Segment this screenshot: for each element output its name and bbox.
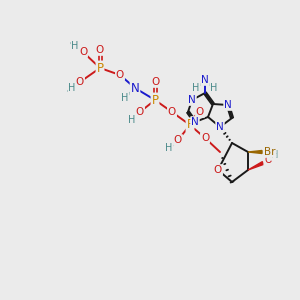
Text: O: O	[214, 165, 222, 175]
Text: O: O	[201, 133, 209, 143]
Text: H: H	[121, 93, 129, 103]
Text: P: P	[97, 61, 104, 74]
Text: O: O	[96, 45, 104, 55]
Polygon shape	[248, 151, 262, 154]
Text: O: O	[174, 135, 182, 145]
Text: N: N	[188, 95, 196, 105]
Text: N: N	[216, 122, 224, 132]
Text: P: P	[187, 118, 194, 131]
Text: H: H	[68, 83, 76, 93]
Text: H: H	[210, 83, 218, 93]
Text: O: O	[116, 70, 124, 80]
Text: O: O	[79, 47, 87, 57]
Text: N: N	[201, 75, 209, 85]
Text: O: O	[151, 77, 159, 87]
Text: O: O	[264, 155, 272, 165]
Text: N: N	[191, 117, 199, 127]
Text: O: O	[196, 107, 204, 117]
Text: H: H	[271, 150, 279, 160]
Text: P: P	[152, 94, 158, 106]
Text: N: N	[224, 100, 232, 110]
Text: N: N	[130, 82, 140, 94]
Text: H: H	[128, 115, 136, 125]
Text: O: O	[168, 107, 176, 117]
Text: H: H	[192, 83, 200, 93]
Text: O: O	[136, 107, 144, 117]
Text: H: H	[165, 143, 173, 153]
Polygon shape	[248, 162, 264, 170]
Text: O: O	[76, 77, 84, 87]
Text: H: H	[71, 41, 79, 51]
Text: Br: Br	[264, 147, 276, 157]
